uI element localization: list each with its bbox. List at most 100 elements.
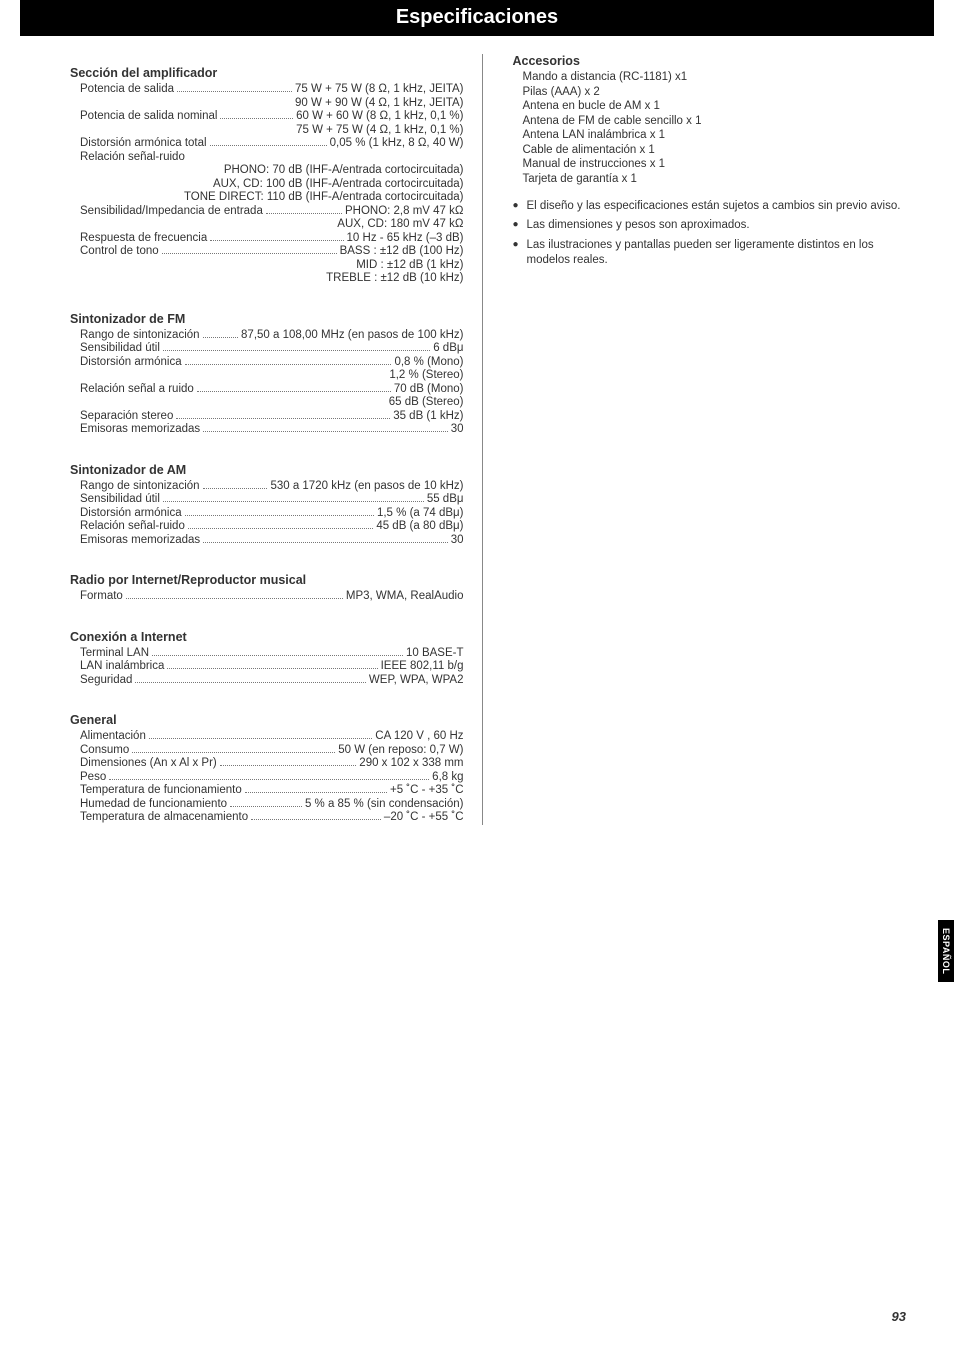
spec-row: Emisoras memorizadas30: [70, 534, 464, 546]
spec-label: Formato: [80, 590, 123, 602]
spec-row: Distorsión armónica1,5 % (a 74 dBμ): [70, 507, 464, 519]
spec-row: Emisoras memorizadas30: [70, 423, 464, 435]
accesorios-item: Antena en bucle de AM x 1: [523, 100, 907, 112]
spec-label: LAN inalámbrica: [80, 660, 164, 672]
spec-value-continued: 65 dB (Stereo): [70, 396, 464, 408]
accesorios-item: Antena LAN inalámbrica x 1: [523, 129, 907, 141]
spec-value-continued: AUX, CD: 100 dB (IHF-A/entrada cortocirc…: [70, 178, 464, 190]
spec-row: Alimentación CA 120 V , 60 Hz: [70, 730, 464, 742]
accesorios-item: Manual de instrucciones x 1: [523, 158, 907, 170]
bullet-text: El diseño y las especificaciones están s…: [527, 199, 907, 215]
spec-value-continued: 90 W + 90 W (4 Ω, 1 kHz, JEITA): [70, 97, 464, 109]
spec-label: Rango de sintonización: [80, 329, 200, 341]
spec-dots: [176, 418, 390, 419]
spec-dots: [203, 337, 238, 338]
spec-dots: [220, 118, 293, 119]
content-columns: Sección del amplificador Potencia de sal…: [0, 54, 954, 825]
bullet-icon: ●: [513, 238, 527, 269]
spec-row: Peso6,8 kg: [70, 771, 464, 783]
note-bullet: ●Las ilustraciones y pantallas pueden se…: [513, 238, 907, 269]
section-internet-rows: Terminal LAN 10 BASE-TLAN inalámbricaIEEE…: [70, 647, 464, 686]
spec-dots: [162, 253, 337, 254]
spec-value-continued: MID : ±12 dB (1 kHz): [70, 259, 464, 271]
spec-dots: [210, 145, 327, 146]
page-number: 93: [892, 1309, 906, 1324]
spec-label: Alimentación: [80, 730, 146, 742]
spec-row: Relación señal a ruido70 dB (Mono): [70, 383, 464, 395]
spec-value: BASS : ±12 dB (100 Hz): [340, 245, 464, 257]
spec-value: 87,50 a 108,00 MHz (en pasos de 100 kHz): [241, 329, 463, 341]
spec-dots: [188, 528, 373, 529]
section-radio-rows: Formato MP3, WMA, RealAudio: [70, 590, 464, 602]
spec-row: Relación señal-ruido45 dB (a 80 dBμ): [70, 520, 464, 532]
section-amp-rows: Potencia de salida75 W + 75 W (8 Ω, 1 kH…: [70, 83, 464, 284]
spec-dots: [126, 598, 343, 599]
notes-bullets: ●El diseño y las especificaciones están …: [513, 199, 907, 269]
spec-dots: [185, 515, 374, 516]
section-fm-title: Sintonizador de FM: [70, 312, 464, 326]
spec-dots: [230, 806, 302, 807]
spec-dots: [167, 668, 377, 669]
spec-value: 35 dB (1 kHz): [393, 410, 463, 422]
accesorios-item: Cable de alimentación x 1: [523, 144, 907, 156]
spec-dots: [132, 752, 335, 753]
spec-dots: [266, 213, 342, 214]
spec-label: Separación stereo: [80, 410, 173, 422]
accesorios-item: Antena de FM de cable sencillo x 1: [523, 115, 907, 127]
spec-row: LAN inalámbricaIEEE 802,11 b/g: [70, 660, 464, 672]
spec-row: Dimensiones (An x Al x Pr)290 x 102 x 33…: [70, 757, 464, 769]
spec-value: +5 ˚C - +35 ˚C: [390, 784, 464, 796]
bullet-text: Las dimensiones y pesos son aproximados.: [527, 218, 907, 234]
spec-row: Distorsión armónica total0,05 % (1 kHz, …: [70, 137, 464, 149]
spec-row: Humedad de funcionamiento5 % a 85 % (sin…: [70, 798, 464, 810]
spec-value: 55 dBμ: [427, 493, 464, 505]
spec-row: Potencia de salida75 W + 75 W (8 Ω, 1 kH…: [70, 83, 464, 95]
note-bullet: ●El diseño y las especificaciones están …: [513, 199, 907, 215]
spec-row: Rango de sintonización530 a 1720 kHz (en…: [70, 480, 464, 492]
header-side-block: [20, 0, 90, 36]
spec-label: Temperatura de funcionamiento: [80, 784, 242, 796]
spec-value: 75 W + 75 W (8 Ω, 1 kHz, JEITA): [295, 83, 463, 95]
section-fm-rows: Rango de sintonización 87,50 a 108,00 MHz…: [70, 329, 464, 436]
spec-dots: [197, 391, 391, 392]
spec-label: Dimensiones (An x Al x Pr): [80, 757, 217, 769]
spec-value: 70 dB (Mono): [394, 383, 464, 395]
spec-dots: [251, 819, 381, 820]
section-am-rows: Rango de sintonización530 a 1720 kHz (en…: [70, 480, 464, 546]
spec-dots: [149, 738, 372, 739]
spec-label: Seguridad: [80, 674, 132, 686]
spec-value: CA 120 V , 60 Hz: [375, 730, 463, 742]
spec-label: Respuesta de frecuencia: [80, 232, 207, 244]
section-general-rows: Alimentación CA 120 V , 60 Hz Consumo50 W …: [70, 730, 464, 823]
right-column: Accesorios Mando a distancia (RC-1181) x…: [507, 54, 907, 825]
page-title: Especificaciones: [20, 6, 934, 29]
spec-label: Emisoras memorizadas: [80, 423, 200, 435]
spec-label: Emisoras memorizadas: [80, 534, 200, 546]
spec-value: PHONO: 2,8 mV 47 kΩ: [345, 205, 464, 217]
bullet-icon: ●: [513, 199, 527, 215]
spec-label: Peso: [80, 771, 106, 783]
spec-label-plain: Relación señal-ruido: [70, 151, 464, 163]
language-tab: ESPAÑOL: [938, 920, 954, 982]
spec-dots: [163, 501, 424, 502]
spec-value: 5 % a 85 % (sin condensación): [305, 798, 464, 810]
spec-row: SeguridadWEP, WPA, WPA2: [70, 674, 464, 686]
spec-value: 10 BASE-T: [406, 647, 464, 659]
spec-label: Control de tono: [80, 245, 159, 257]
spec-value: 530 a 1720 kHz (en pasos de 10 kHz): [270, 480, 463, 492]
spec-value: 0,05 % (1 kHz, 8 Ω, 40 W): [330, 137, 464, 149]
spec-label: Temperatura de almacenamiento: [80, 811, 248, 823]
section-radio-title: Radio por Internet/Reproductor musical: [70, 573, 464, 587]
spec-dots: [220, 765, 357, 766]
spec-dots: [203, 542, 448, 543]
spec-value: MP3, WMA, RealAudio: [346, 590, 464, 602]
spec-label: Relación señal-ruido: [80, 520, 185, 532]
spec-label: Sensibilidad útil: [80, 493, 160, 505]
spec-value: 6 dBμ: [433, 342, 463, 354]
spec-label: Distorsión armónica: [80, 507, 182, 519]
spec-row: Potencia de salida nominal60 W + 60 W (8…: [70, 110, 464, 122]
spec-label: Terminal LAN: [80, 647, 149, 659]
spec-value-continued: TREBLE : ±12 dB (10 kHz): [70, 272, 464, 284]
spec-value-continued: AUX, CD: 180 mV 47 kΩ: [70, 218, 464, 230]
spec-row: Consumo50 W (en reposo: 0,7 W): [70, 744, 464, 756]
